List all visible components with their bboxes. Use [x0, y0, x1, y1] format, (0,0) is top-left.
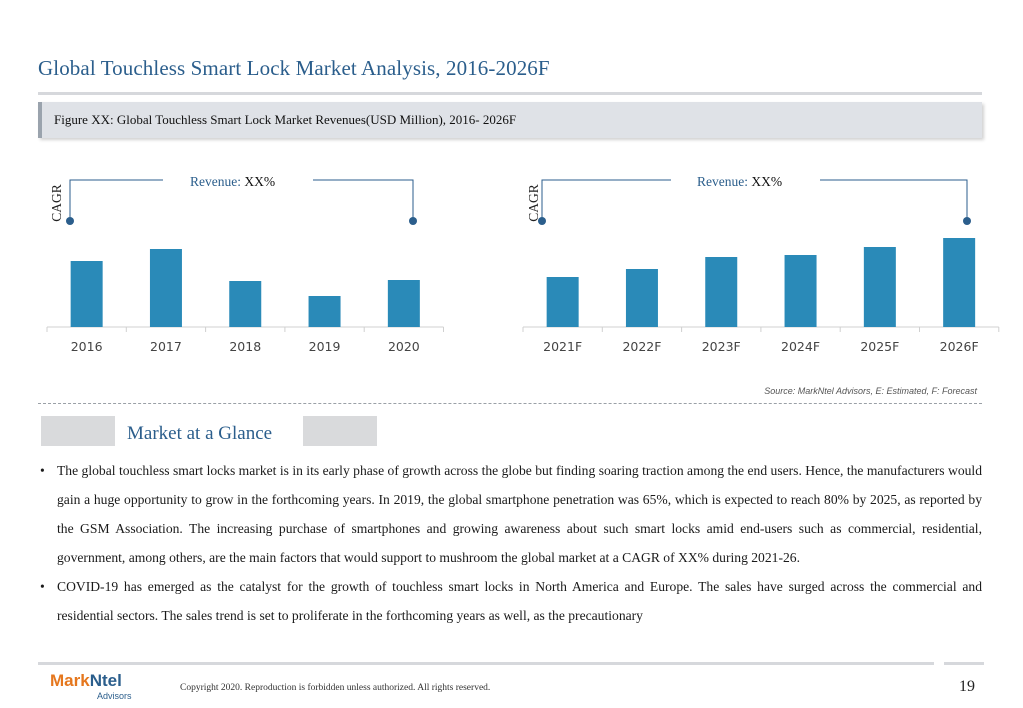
- figure-caption-box: Figure XX: Global Touchless Smart Lock M…: [38, 102, 982, 138]
- page-title: Global Touchless Smart Lock Market Analy…: [38, 56, 550, 80]
- logo-text-mark: Mark: [50, 671, 90, 690]
- cagr-start-dot: [538, 217, 546, 225]
- x-tick-label: 2022F: [622, 339, 661, 354]
- source-note: Source: MarkNtel Advisors, E: Estimated,…: [764, 386, 977, 396]
- bar: [308, 296, 341, 327]
- revenue-label: Revenue:: [697, 174, 751, 189]
- x-tick-label: 2023F: [702, 339, 741, 354]
- cagr-bracket-left: [69, 179, 163, 221]
- bar: [784, 255, 817, 327]
- revenue-value: XX%: [244, 174, 275, 189]
- x-tick-label: 2016: [71, 339, 103, 354]
- logo-subtitle: Advisors: [97, 691, 132, 701]
- bullet-item: COVID-19 has emerged as the catalyst for…: [38, 572, 982, 630]
- x-tick-label: 2021F: [543, 339, 582, 354]
- revenue-annotation: Revenue: XX%: [190, 174, 275, 189]
- bar: [387, 280, 420, 327]
- cagr-label: CAGR: [526, 184, 541, 222]
- cagr-start-dot: [66, 217, 74, 225]
- section-title: Market at a Glance: [127, 423, 273, 444]
- page-number: 19: [959, 678, 975, 695]
- x-tick-label: 2024F: [781, 339, 820, 354]
- x-tick-label: 2018: [229, 339, 261, 354]
- section-title-decor-right: [303, 416, 377, 446]
- bar: [546, 277, 579, 327]
- bullet-list: The global touchless smart locks market …: [38, 456, 982, 630]
- revenue-annotation: Revenue: XX%: [697, 174, 782, 189]
- section-title-decor-left: [41, 416, 115, 446]
- footer-divider: [38, 662, 934, 665]
- bar: [229, 281, 262, 327]
- cagr-label: CAGR: [49, 184, 64, 222]
- x-tick-label: 2017: [150, 339, 182, 354]
- cagr-bracket-right: [313, 179, 414, 221]
- dashed-divider: [38, 403, 982, 404]
- cagr-end-dot: [409, 217, 417, 225]
- revenue-bar-chart: 2016 2017 2018 2019 2020 Revenue: XX% CAGR 2021…: [46, 174, 1000, 354]
- x-tick-label: 2025F: [860, 339, 899, 354]
- title-divider: [38, 92, 982, 95]
- x-tick-label: 2019: [309, 339, 341, 354]
- logo-text-ntel: Ntel: [89, 671, 122, 690]
- revenue-label: Revenue:: [190, 174, 244, 189]
- cagr-bracket-left: [541, 179, 671, 221]
- footer-divider-short: [944, 662, 984, 665]
- bar: [625, 269, 658, 327]
- cagr-end-dot: [963, 217, 971, 225]
- bar: [70, 261, 103, 327]
- bar: [705, 257, 738, 327]
- bullet-item: The global touchless smart locks market …: [38, 456, 982, 572]
- bar: [149, 249, 182, 327]
- x-tick-label: 2026F: [940, 339, 979, 354]
- x-tick-label: 2020: [388, 339, 420, 354]
- cagr-bracket-right: [820, 179, 968, 221]
- figure-caption: Figure XX: Global Touchless Smart Lock M…: [54, 112, 517, 127]
- revenue-value: XX%: [751, 174, 782, 189]
- company-logo: MarkNtel Advisors: [50, 671, 132, 702]
- copyright-notice: Copyright 2020. Reproduction is forbidde…: [180, 683, 491, 693]
- bar: [943, 238, 976, 327]
- bar: [863, 247, 896, 327]
